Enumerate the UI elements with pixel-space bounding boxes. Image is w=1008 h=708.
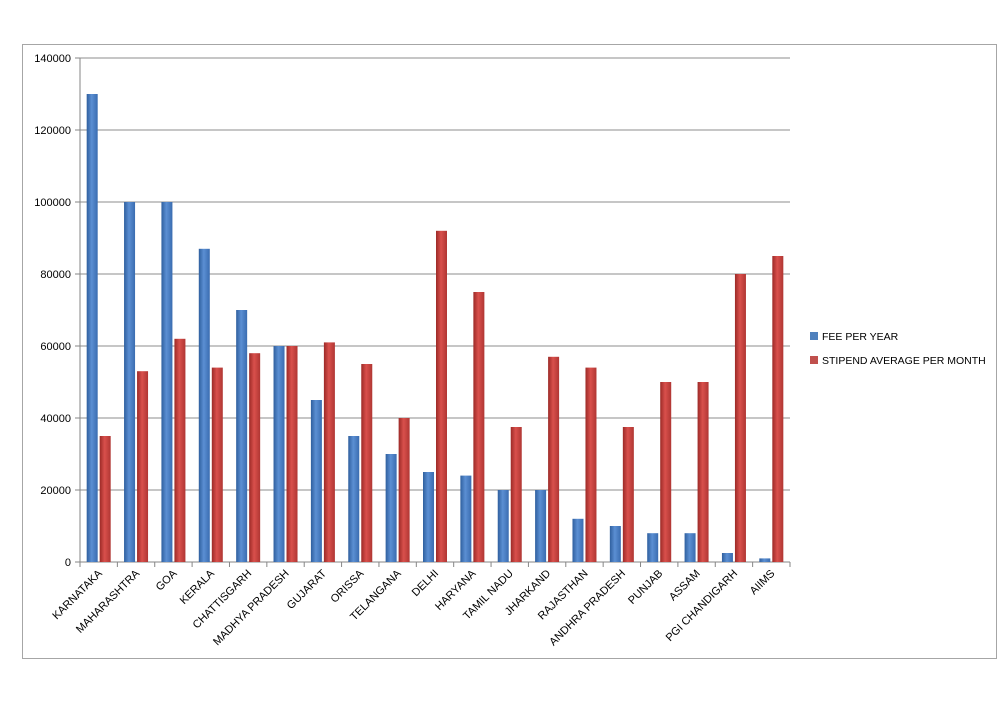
legend: FEE PER YEAR STIPEND AVERAGE PER MONTH — [810, 331, 986, 367]
stipend-bar-chattisgarh — [249, 353, 261, 562]
x-tick-label: PUNJAB — [626, 568, 665, 607]
fee-bar-orissa — [348, 436, 360, 562]
stipend-bar-maharashtra — [137, 371, 149, 562]
stipend-bar-pgi-chandigarh — [734, 274, 746, 562]
stipend-bar-orissa — [361, 364, 373, 562]
legend-swatch — [810, 356, 818, 364]
x-tick-label: MAHARASHTRA — [74, 567, 143, 636]
stipend-bar-jharkand — [548, 356, 560, 562]
fee-bar-chattisgarh — [236, 310, 248, 562]
y-axis-ticks: 0 20000 40000 60000 80000 100000 120000 140000 — [34, 53, 80, 569]
x-tick-label: ASSAM — [667, 568, 703, 604]
y-tick-label: 140000 — [34, 53, 71, 65]
y-tick-label: 0 — [65, 557, 71, 569]
stipend-bar-rajasthan — [585, 367, 597, 562]
stipend-bar-delhi — [436, 230, 447, 563]
stipend-bar-kerala — [211, 367, 223, 562]
stipend-bar-haryana — [473, 292, 485, 562]
y-tick-label: 60000 — [40, 341, 71, 353]
fee-bar-kerala — [198, 248, 210, 563]
fee-bar-punjab — [647, 533, 659, 562]
fee-bar-pgi-chandigarh — [721, 553, 733, 562]
stipend-bar-karnataka — [99, 436, 111, 562]
fee-bar-andhra-pradesh — [609, 526, 621, 562]
fee-bar-maharashtra — [124, 202, 136, 562]
x-tick-label: PGI CHANDIGARH — [664, 568, 740, 644]
x-tick-label: GOA — [154, 567, 180, 593]
bars — [86, 94, 784, 563]
stipend-bar-punjab — [660, 382, 672, 562]
y-tick-label: 80000 — [40, 269, 71, 281]
stipend-bar-andhra-pradesh — [622, 427, 634, 562]
legend-label: STIPEND AVERAGE PER MONTH — [822, 355, 986, 367]
x-tick-label: ANDHRA PRADESH — [547, 568, 628, 649]
stipend-bar-aiims — [772, 256, 784, 562]
y-tick-label: 20000 — [40, 485, 71, 497]
fee-bar-gujarat — [310, 400, 322, 562]
fee-bar-delhi — [423, 472, 434, 562]
x-tick-label: AIIMS — [748, 568, 778, 598]
fee-bar-jharkand — [535, 490, 547, 562]
y-tick-label: 40000 — [40, 413, 71, 425]
x-tick-label: DELHI — [410, 568, 441, 599]
fee-bar-madhya-pradesh — [273, 346, 285, 562]
fee-bar-tamil-nadu — [497, 490, 509, 562]
x-tick-label: GUJARAT — [285, 567, 329, 611]
legend-label: FEE PER YEAR — [822, 331, 899, 343]
fee-bar-rajasthan — [572, 518, 584, 562]
stipend-bar-goa — [174, 338, 186, 562]
x-tick-label: MADHYA PRADESH — [211, 568, 292, 649]
fee-bar-karnataka — [86, 94, 98, 562]
fee-bar-telangana — [385, 454, 397, 562]
stipend-bar-madhya-pradesh — [286, 346, 298, 562]
fee-bar-aiims — [759, 558, 771, 562]
gridlines — [79, 57, 790, 563]
fee-bar-assam — [684, 533, 696, 562]
stipend-bar-assam — [697, 382, 709, 562]
stipend-bar-telangana — [398, 418, 410, 562]
y-tick-label: 120000 — [34, 125, 71, 137]
fee-bar-goa — [161, 202, 173, 562]
fee-bar-haryana — [460, 475, 472, 562]
stipend-bar-gujarat — [323, 342, 335, 562]
y-tick-label: 100000 — [34, 197, 71, 209]
x-tick-label: ORISSA — [328, 567, 366, 605]
legend-swatch — [810, 332, 818, 340]
stipend-bar-tamil-nadu — [510, 427, 522, 562]
